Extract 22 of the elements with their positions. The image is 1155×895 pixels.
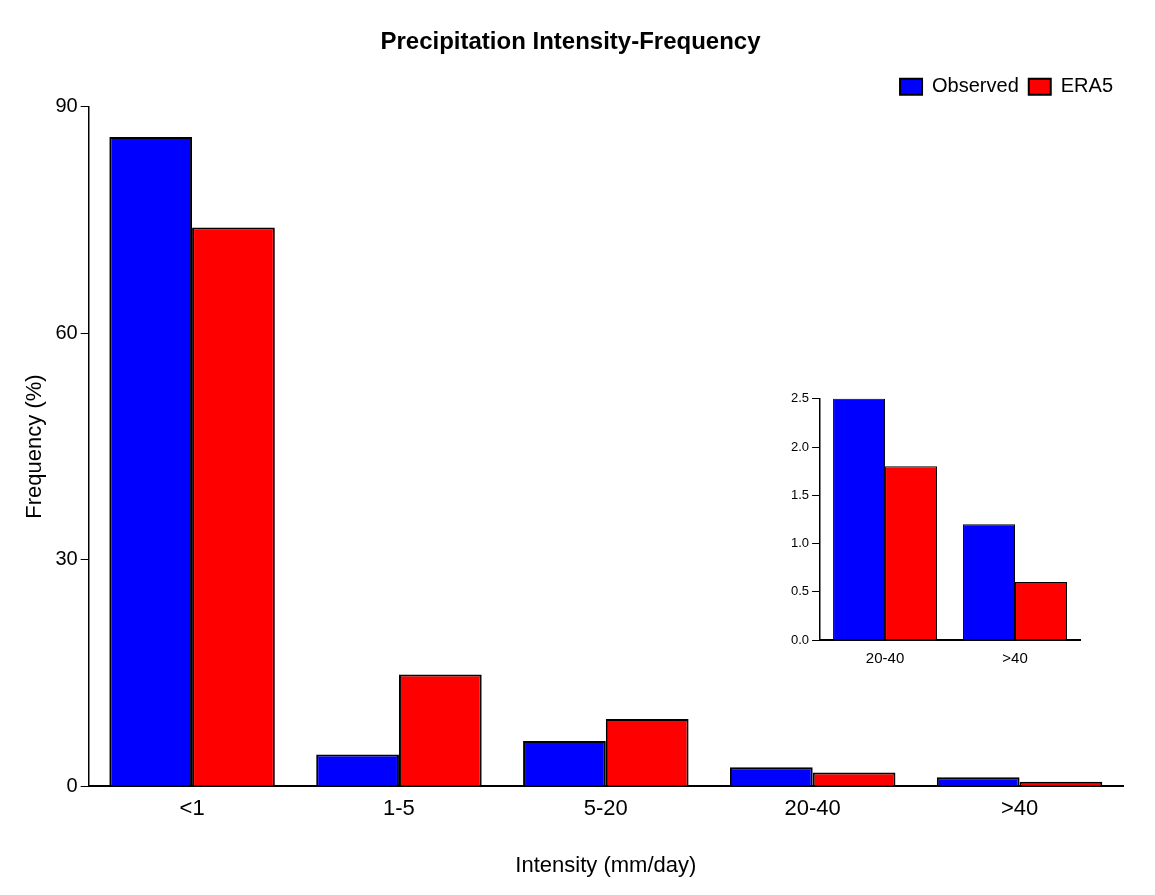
y-tick-label: 30	[55, 547, 78, 570]
x-tick-label: 20-40	[784, 795, 841, 821]
y-axis-title: Frequency (%)	[21, 374, 47, 519]
y-tick-label: 2.5	[790, 390, 810, 406]
y-tick-label: 0.0	[790, 631, 810, 647]
chart-title: Precipitation Intensity-Frequency	[380, 27, 762, 55]
legend-label: ERA5	[1060, 74, 1113, 97]
x-tick-label: 1-5	[383, 795, 415, 821]
x-tick-label: 5-20	[583, 795, 628, 821]
y-tick-label: 2.0	[790, 438, 810, 454]
y-tick-label: 0	[66, 773, 78, 796]
x-tick-label: 20-40	[865, 649, 905, 667]
y-tick-label: 0.5	[790, 583, 810, 599]
y-tick-label: 60	[55, 320, 78, 343]
y-tick-label: 1.5	[790, 486, 810, 502]
x-tick-label: >40	[1002, 649, 1028, 667]
x-tick-label: <1	[179, 795, 205, 821]
y-tick-label: 1.0	[790, 535, 810, 551]
x-tick-label: >40	[1000, 795, 1039, 821]
x-axis-title: Intensity (mm/day)	[515, 851, 697, 877]
y-tick-label: 90	[55, 94, 78, 117]
legend-label: Observed	[932, 74, 1019, 97]
